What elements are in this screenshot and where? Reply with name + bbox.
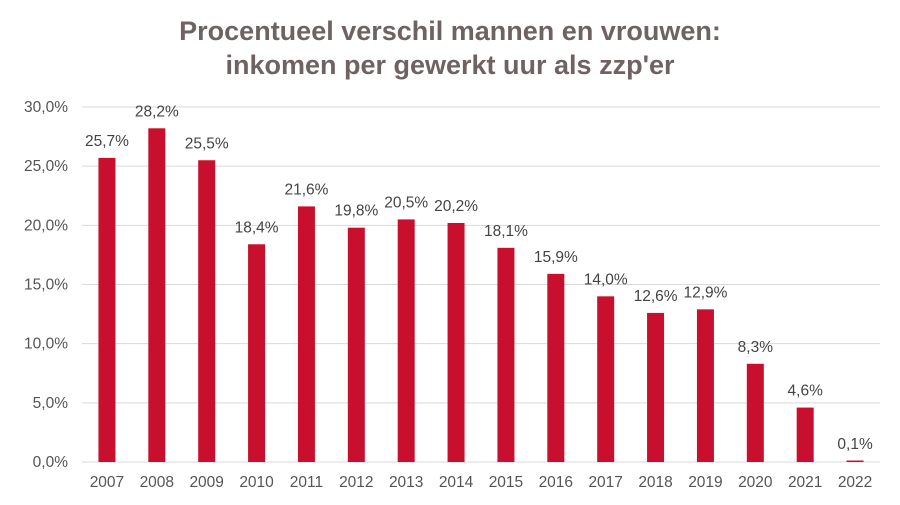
bar — [297, 206, 315, 462]
y-tick-label: 25,0% — [24, 158, 68, 175]
chart-title: Procentueel verschil mannen en vrouwen: … — [0, 14, 900, 82]
bar — [248, 244, 266, 462]
x-tick-label: 2020 — [738, 474, 773, 491]
bar — [148, 128, 166, 463]
bar — [846, 460, 864, 462]
data-labels: 25,7% 28,2% 25,5% 18,4% 21,6% 19,8% 20,5% 20,2%… — [85, 103, 873, 453]
data-label: 14,0% — [584, 271, 628, 288]
x-tick-label: 2018 — [638, 474, 672, 491]
data-label: 28,2% — [135, 103, 179, 120]
x-tick-label: 2011 — [290, 474, 323, 491]
bar — [746, 363, 764, 462]
data-label: 21,6% — [284, 181, 328, 198]
x-tick-label: 2022 — [838, 474, 872, 491]
data-label: 20,5% — [384, 194, 428, 211]
bar — [98, 157, 116, 462]
bar — [198, 160, 216, 462]
y-axis-tick-labels: 0,0% 5,0% 10,0% 15,0% 20,0% 25,0% 30,0% — [24, 99, 68, 471]
bar — [796, 407, 814, 462]
y-tick-label: 15,0% — [24, 277, 68, 294]
x-tick-label: 2007 — [90, 474, 124, 491]
data-label: 4,6% — [788, 383, 824, 400]
data-label: 15,9% — [534, 249, 578, 266]
chart-title-line-1: Procentueel verschil mannen en vrouwen: — [179, 16, 721, 46]
data-label: 12,9% — [683, 284, 727, 301]
x-tick-label: 2017 — [588, 474, 622, 491]
data-label: 20,2% — [434, 198, 478, 215]
chart-title-line-2: inkomen per gewerkt uur als zzp'er — [225, 50, 675, 80]
y-tick-label: 10,0% — [24, 336, 68, 353]
data-label: 0,1% — [837, 436, 873, 453]
bar — [547, 273, 565, 462]
data-label: 18,4% — [235, 219, 279, 236]
x-tick-label: 2010 — [239, 474, 274, 491]
bars — [98, 128, 864, 463]
x-tick-label: 2012 — [339, 474, 373, 491]
data-label: 8,3% — [738, 339, 774, 356]
y-tick-label: 30,0% — [24, 99, 68, 116]
x-tick-label: 2013 — [389, 474, 423, 491]
bar — [397, 219, 415, 462]
bar — [497, 247, 515, 462]
y-tick-label: 5,0% — [33, 395, 69, 412]
x-tick-label: 2021 — [788, 474, 822, 491]
x-tick-label: 2014 — [439, 474, 474, 491]
data-label: 18,1% — [484, 223, 528, 240]
bar — [647, 312, 665, 462]
x-tick-label: 2015 — [489, 474, 523, 491]
x-tick-label: 2019 — [688, 474, 722, 491]
y-tick-label: 0,0% — [33, 454, 69, 471]
x-tick-label: 2008 — [140, 474, 174, 491]
data-label: 25,5% — [185, 135, 229, 152]
x-axis-tick-labels: 2007 2008 2009 2010 2011 2012 2013 2014 2015 2016… — [90, 474, 873, 491]
data-label: 19,8% — [334, 203, 378, 220]
data-label: 25,7% — [85, 133, 129, 150]
x-tick-label: 2016 — [539, 474, 573, 491]
data-label: 12,6% — [634, 288, 678, 305]
bar — [447, 222, 465, 462]
y-tick-label: 20,0% — [24, 217, 68, 234]
x-tick-label: 2009 — [189, 474, 223, 491]
bar — [696, 309, 714, 462]
bar — [597, 296, 615, 462]
bar — [347, 227, 365, 462]
